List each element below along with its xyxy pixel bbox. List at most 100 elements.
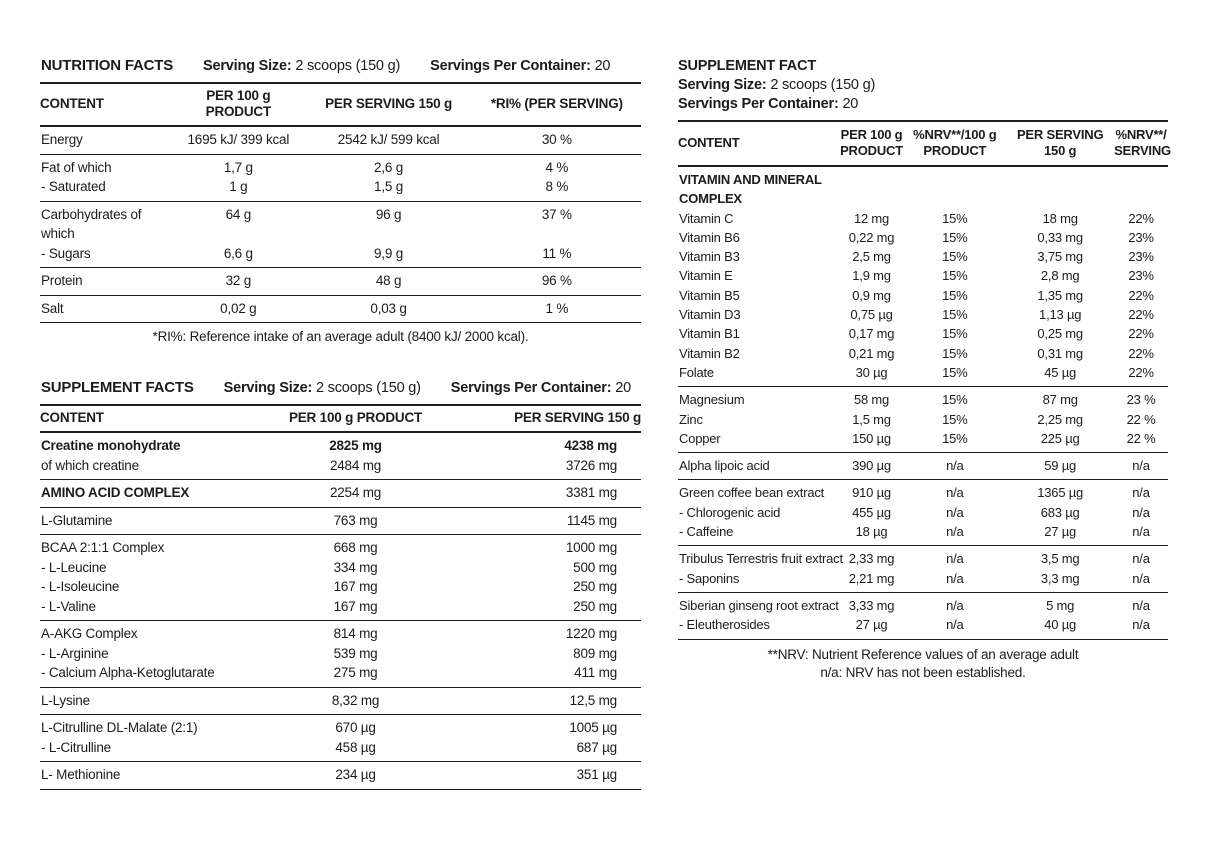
- row-label: - L-Leucine: [41, 559, 107, 575]
- row-value: 0,02 g: [220, 300, 257, 316]
- row-value: 1220 mg: [565, 626, 617, 641]
- supplement-facts-panel: SUPPLEMENT FACTS Serving Size: 2 scoops …: [40, 379, 641, 790]
- row-value: 23%: [1128, 229, 1154, 245]
- row-value: 15%: [942, 364, 968, 380]
- row-value: 1145 mg: [566, 512, 617, 528]
- table-row: - Saponins 2,21 mg n/a 3,3 mg n/a: [678, 569, 1168, 593]
- row-group: BCAA 2:1:1 Complex 668 mg 1000 mg - L-Leuci…: [40, 535, 641, 621]
- table-row: Vitamin B1 0,17 mg 15% 0,25 mg 22%: [678, 324, 1168, 343]
- row-value: 15%: [942, 210, 968, 226]
- row-value: 4 %: [545, 159, 569, 175]
- table-row: Zinc 1,5 mg 15% 2,25 mg 22 %: [678, 410, 1168, 429]
- row-value: 23%: [1128, 268, 1154, 284]
- table-row: L- Methionine 234 µg 351 µg: [40, 762, 641, 790]
- row-value: 1,13 µg: [1039, 307, 1082, 323]
- row-label: Magnesium: [679, 392, 745, 408]
- row-group: Energy 1695 kJ/ 399 kcal 2542 kJ/ 599 kcal…: [40, 126, 641, 154]
- row-value: 500 mg: [573, 559, 617, 575]
- row-value: 2542 kJ/ 599 kcal: [337, 132, 440, 147]
- row-value: 3,33 mg: [848, 597, 895, 613]
- row-value: 18 µg: [855, 524, 888, 540]
- row-label: - Saponins: [679, 570, 740, 586]
- row-value: 15%: [942, 326, 968, 342]
- row-label: - L-Valine: [41, 598, 96, 614]
- row-value: 1005 µg: [569, 720, 617, 735]
- row-value: 22 %: [1126, 411, 1156, 427]
- row-value: 6,6 g: [223, 245, 253, 261]
- row-label: L- Methionine: [41, 767, 121, 782]
- row-label: AMINO ACID COMPLEX: [41, 485, 190, 500]
- row-group: Alpha lipoic acid 390 µg n/a 59 µg n/a: [678, 453, 1168, 480]
- row-value: 3381 mg: [565, 485, 617, 500]
- row-value: 2,25 mg: [1037, 411, 1083, 427]
- row-value: n/a: [1132, 570, 1150, 586]
- table-row: Siberian ginseng root extract 3,33 mg n/a 5…: [678, 592, 1168, 615]
- column-header: CONTENT: [678, 135, 740, 150]
- row-value: 1,7 g: [223, 159, 253, 175]
- table-row: AMINO ACID COMPLEX 2254 mg 3381 mg: [40, 480, 641, 508]
- row-group: L- Methionine 234 µg 351 µg: [40, 762, 641, 790]
- row-value: 15%: [942, 249, 968, 265]
- row-value: n/a: [946, 570, 964, 586]
- table-row: - L-Isoleucine 167 mg 250 mg: [40, 577, 641, 597]
- row-value: 275 mg: [333, 665, 378, 680]
- table-row: A-AKG Complex 814 mg 1220 mg: [40, 621, 641, 644]
- row-value: 167 mg: [333, 598, 378, 614]
- row-value: 22%: [1128, 287, 1154, 303]
- table-row: Tribulus Terrestris fruit extract 2,33 mg…: [678, 546, 1168, 569]
- serving-size: Serving Size: 2 scoops (150 g): [203, 58, 401, 74]
- row-value: 22%: [1128, 307, 1154, 323]
- row-value: 96 g: [375, 206, 402, 222]
- row-value: 32 g: [225, 273, 252, 288]
- row-label: L-Glutamine: [41, 512, 113, 528]
- column-header: PER 100 g PRODUCT: [288, 410, 423, 425]
- row-label: Tribulus Terrestris fruit extract: [679, 551, 843, 567]
- column-header: PER SERVING 150 g: [325, 96, 453, 111]
- row-label: - Sugars: [41, 245, 91, 261]
- row-value: [840, 166, 904, 209]
- row-value: 2,21 mg: [848, 570, 895, 586]
- row-value: 0,17 mg: [848, 326, 895, 342]
- table-row: Vitamin D3 0,75 µg 15% 1,13 µg 22%: [678, 305, 1168, 324]
- row-value: 4238 mg: [564, 438, 617, 453]
- row-group: Tribulus Terrestris fruit extract 2,33 mg…: [678, 546, 1168, 593]
- row-group: VITAMIN AND MINERAL COMPLEX Vitamin C 12 m…: [678, 166, 1168, 387]
- row-value: 40 µg: [1044, 617, 1077, 633]
- nrv-footnote: **NRV: Nutrient Reference values of an a…: [678, 646, 1168, 682]
- row-value: n/a: [946, 504, 964, 520]
- serving-size: Serving Size: 2 scoops (150 g): [223, 380, 421, 396]
- row-value: 2,33 mg: [848, 551, 895, 567]
- row-value: 2,5 mg: [852, 249, 891, 265]
- table-row: of which creatine 2484 mg 3726 mg: [40, 456, 641, 480]
- row-value: n/a: [946, 524, 964, 540]
- facts-table: CONTENT PER 100 g PRODUCT %NRV**/100 g PRODU…: [678, 120, 1171, 640]
- row-value: 670 µg: [335, 720, 376, 735]
- table-row: Alpha lipoic acid 390 µg n/a 59 µg n/a: [678, 453, 1168, 480]
- right-column: SUPPLEMENT FACT Serving Size: 2 scoops (…: [678, 57, 1171, 682]
- row-value: 3726 mg: [565, 457, 617, 473]
- row-value: 0,9 mg: [852, 287, 891, 303]
- row-value: n/a: [1132, 551, 1150, 567]
- row-value: 15%: [942, 287, 968, 303]
- row-value: 87 mg: [1042, 392, 1078, 408]
- row-label: L-Citrulline DL-Malate (2:1): [41, 720, 198, 735]
- row-value: n/a: [1132, 524, 1150, 540]
- row-value: 225 µg: [1040, 430, 1080, 446]
- row-value: 2,6 g: [374, 159, 404, 175]
- row-value: 0,22 mg: [848, 229, 895, 245]
- row-value: [1114, 166, 1168, 209]
- row-group: L-Citrulline DL-Malate (2:1) 670 µg 1005 µ…: [40, 715, 641, 762]
- table-row: L-Lysine 8,32 mg 12,5 mg: [40, 687, 641, 715]
- table-row: - Chlorogenic acid 455 µg n/a 683 µg n/a: [678, 503, 1168, 522]
- column-header: CONTENT: [40, 96, 104, 111]
- row-value: 0,33 mg: [1037, 229, 1083, 245]
- panel-title: SUPPLEMENT FACT: [678, 58, 816, 74]
- vitamin-mineral-table: CONTENT PER 100 g PRODUCT %NRV**/100 g PRODU…: [678, 120, 1171, 640]
- row-value: 15%: [942, 229, 968, 245]
- row-value: n/a: [946, 551, 964, 567]
- row-value: n/a: [946, 485, 964, 501]
- table-row: Copper 150 µg 15% 225 µg 22 %: [678, 429, 1168, 453]
- table-row: Magnesium 58 mg 15% 87 mg 23 %: [678, 387, 1168, 410]
- row-label: - Saturated: [41, 179, 106, 194]
- row-value: n/a: [1132, 485, 1150, 501]
